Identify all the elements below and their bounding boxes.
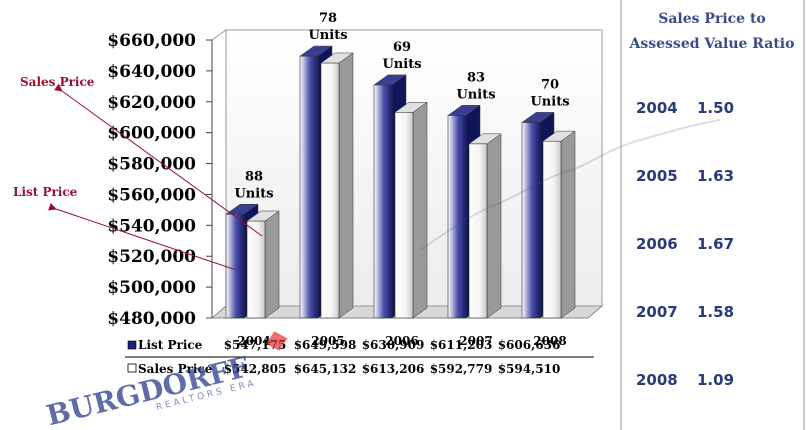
annotations: Sales Price List Price bbox=[13, 75, 263, 271]
y-tick-label: $660,000 bbox=[107, 31, 196, 51]
ratio-value: 1.50 bbox=[697, 99, 734, 117]
bar-sales-price bbox=[394, 101, 428, 319]
units-count: 83 bbox=[467, 70, 485, 85]
bar-sales-price bbox=[246, 210, 280, 319]
ratio-panel: Sales Price to Assessed Value Ratio 2004… bbox=[620, 0, 805, 430]
y-axis-ticks: $480,000 $500,000 $520,000 $540,000 $560,000… bbox=[107, 31, 212, 329]
ratio-value: 1.63 bbox=[697, 167, 734, 185]
table-cell-sales-price: $613,206 bbox=[362, 362, 425, 376]
logo-mark-icon bbox=[266, 331, 288, 351]
units-count: 69 bbox=[393, 40, 411, 55]
ratio-title-line1: Sales Price to bbox=[658, 11, 766, 27]
table-cell-sales-price: $594,510 bbox=[498, 362, 561, 376]
bar-sales-price bbox=[320, 52, 354, 319]
y-tick-label: $520,000 bbox=[107, 247, 196, 267]
y-tick-label: $480,000 bbox=[107, 309, 196, 329]
table-cell-list-price: $606,636 bbox=[498, 338, 561, 352]
annotation-sales-price: Sales Price bbox=[20, 75, 95, 89]
ratio-title-line2: Assessed Value Ratio bbox=[629, 36, 795, 52]
ratio-value: 1.67 bbox=[697, 235, 734, 253]
bar-sales-price bbox=[542, 130, 576, 319]
y-tick-label: $500,000 bbox=[107, 278, 196, 298]
units-word: Units bbox=[234, 186, 273, 201]
y-tick-label: $620,000 bbox=[107, 93, 196, 113]
script-watermark bbox=[419, 119, 721, 251]
y-tick-label: $580,000 bbox=[107, 155, 196, 175]
bar-series bbox=[225, 45, 576, 319]
table-cell-list-price: $649,598 bbox=[294, 338, 357, 352]
units-count: 88 bbox=[245, 169, 263, 184]
y-tick-label: $560,000 bbox=[107, 185, 196, 205]
y-tick-label: $600,000 bbox=[107, 124, 196, 144]
x-tick-label: 2007 bbox=[459, 334, 492, 348]
ratio-year: 2005 bbox=[636, 167, 678, 185]
units-word: Units bbox=[308, 28, 347, 43]
ratio-year: 2004 bbox=[636, 99, 678, 117]
ratio-value: 1.58 bbox=[697, 303, 734, 321]
annotation-list-price: List Price bbox=[13, 185, 78, 199]
units-word: Units bbox=[530, 94, 569, 109]
x-tick-label: 2004 bbox=[237, 334, 270, 348]
legend-swatch-list bbox=[127, 340, 137, 350]
legend-list-price: List Price bbox=[138, 338, 203, 352]
table-cell-list-price: $630,909 bbox=[362, 338, 425, 352]
units-word: Units bbox=[456, 87, 495, 102]
y-tick-label: $540,000 bbox=[107, 216, 196, 236]
bar-sales-price bbox=[468, 133, 502, 319]
units-labels: 88 Units 78 Units 69 Units 83 Units 70 Units bbox=[234, 11, 569, 201]
x-tick-label: 2005 bbox=[311, 334, 344, 348]
table-cell-sales-price: $542,805 bbox=[224, 362, 287, 376]
table-cell-sales-price: $592,779 bbox=[430, 362, 493, 376]
ratio-year: 2007 bbox=[636, 303, 678, 321]
legend-swatch-sales bbox=[127, 363, 137, 373]
table-cell-list-price: $611,203 bbox=[430, 338, 493, 352]
units-count: 78 bbox=[319, 11, 337, 26]
x-tick-label: 2008 bbox=[533, 334, 566, 348]
table-cell-sales-price: $645,132 bbox=[294, 362, 357, 376]
units-count: 70 bbox=[541, 77, 559, 92]
ratio-year: 2006 bbox=[636, 235, 678, 253]
y-tick-label: $640,000 bbox=[107, 62, 196, 82]
sales-price-arrow bbox=[53, 83, 263, 237]
x-tick-label: 2006 bbox=[385, 334, 418, 348]
data-table: List Price Sales Price $547,175 $649,598 $… bbox=[125, 338, 594, 376]
ratio-year: 2008 bbox=[636, 371, 678, 389]
legend-sales-price: Sales Price bbox=[138, 362, 213, 376]
x-axis-categories: 2004 2005 2006 2007 2008 bbox=[237, 334, 566, 348]
ratio-value: 1.09 bbox=[697, 371, 734, 389]
table-values: $547,175 $649,598 $630,909 $611,203 $606,636… bbox=[224, 338, 561, 376]
units-word: Units bbox=[382, 57, 421, 72]
list-price-arrow bbox=[48, 202, 237, 271]
